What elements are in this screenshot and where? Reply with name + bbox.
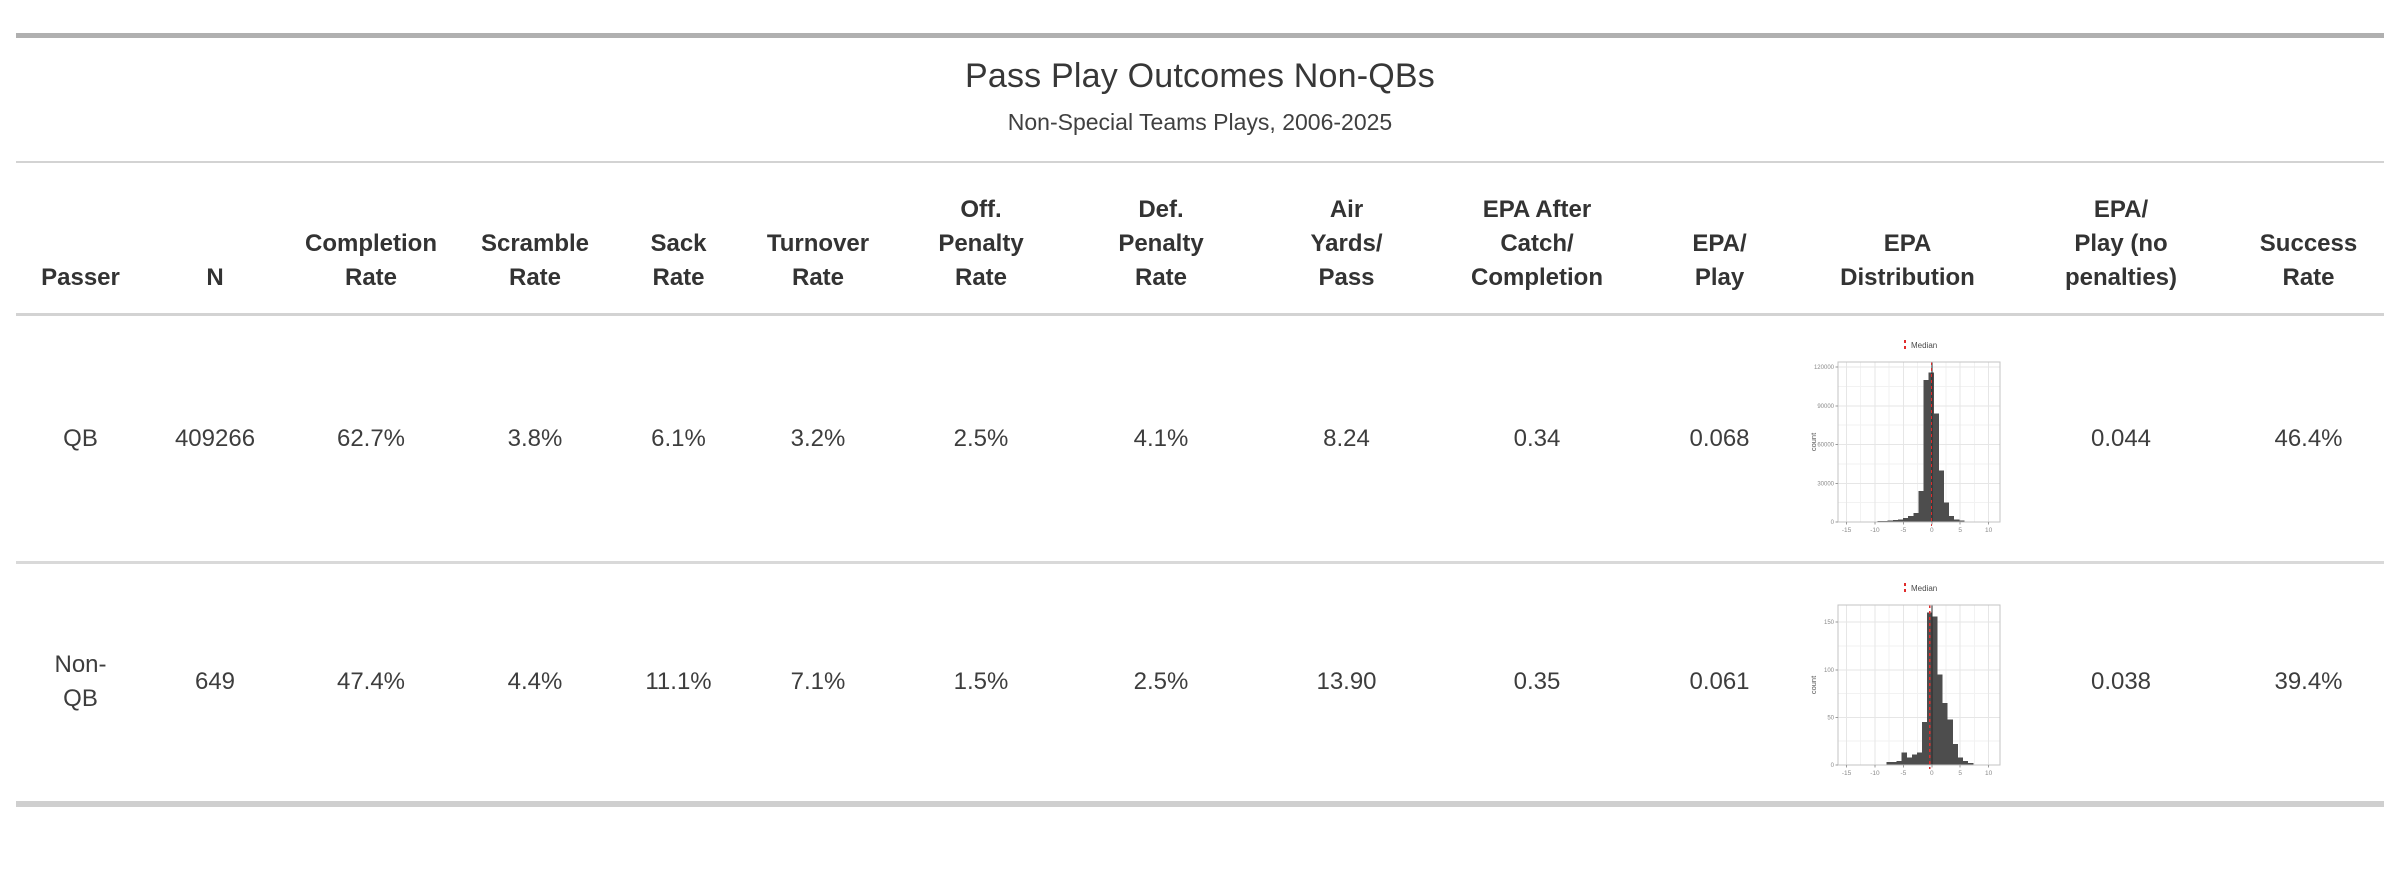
cell-qb-air-yards-per-pass: 8.24 — [1323, 424, 1370, 452]
cell-qb-epa-per-play-no-penalties: 0.044 — [2090, 424, 2152, 452]
cell-qb-epa-per-play: 0.068 — [1689, 424, 1750, 452]
cell-nonqb-completion-rate: 47.4% — [336, 668, 406, 696]
svg-text:0: 0 — [1831, 520, 1835, 526]
svg-text:-5: -5 — [1900, 527, 1906, 534]
svg-text:120000: 120000 — [1814, 365, 1835, 371]
svg-text:-10: -10 — [1870, 770, 1880, 777]
table-row-non-qb: Non- QB 649 47.4% 4.4% 11.1% 7.1% 1.5% 2… — [16, 562, 2384, 801]
cell-nonqb-scramble-rate: 4.4% — [507, 668, 563, 696]
svg-text:90000: 90000 — [1817, 403, 1834, 409]
outcomes-table: Passer N Completion Rate Scramble Rate S… — [16, 163, 2384, 801]
cell-nonqb-success-rate: 39.4% — [2274, 668, 2343, 696]
table-body: QB 409266 62.7% 3.8% 6.1% 3.2% 2.5% 4.1%… — [16, 315, 2384, 801]
column-header-turnover-rate: Turnover Rate — [766, 230, 870, 291]
svg-text:30000: 30000 — [1817, 481, 1834, 487]
svg-text:count: count — [1810, 675, 1818, 694]
cell-qb-turnover-rate: 3.2% — [790, 424, 846, 452]
column-header-off-penalty-rate: Off. Penalty Rate — [938, 196, 1024, 291]
epa-distribution-histogram-non-qb: -15 -10 -5 0 5 10 0 50 100 150 count Median — [1810, 579, 2005, 785]
epa-distribution-histogram-qb: -15 -10 -5 0 5 10 0 30000 60000 90000 120000 count M… — [1810, 336, 2005, 542]
header-row: Passer N Completion Rate Scramble Rate S… — [16, 163, 2384, 315]
column-header-epa-per-play: EPA/ Play — [1692, 230, 1747, 291]
cell-nonqb-off-penalty-rate: 1.5% — [953, 668, 1009, 696]
cell-qb-success-rate: 46.4% — [2274, 424, 2343, 452]
svg-text:5: 5 — [1958, 770, 1962, 777]
svg-text:10: 10 — [1985, 527, 1993, 534]
pass-play-outcomes-table: Pass Play Outcomes Non-QBs Non-Special T… — [16, 33, 2384, 807]
table-heading: Pass Play Outcomes Non-QBs Non-Special T… — [16, 38, 2384, 163]
cell-qb-sack-rate: 6.1% — [651, 424, 706, 452]
column-header-success-rate: Success Rate — [2259, 230, 2358, 291]
column-header-scramble-rate: Scramble Rate — [480, 230, 590, 291]
table-title: Pass Play Outcomes Non-QBs — [964, 57, 1436, 95]
cell-nonqb-passer: Non- QB — [54, 651, 107, 713]
cell-qb-off-penalty-rate: 2.5% — [953, 424, 1009, 452]
svg-text:-10: -10 — [1870, 527, 1880, 534]
svg-text:-15: -15 — [1842, 770, 1852, 777]
svg-text:50: 50 — [1827, 716, 1834, 722]
svg-text:Median: Median — [1911, 584, 1937, 593]
column-header-passer: Passer — [41, 264, 120, 291]
table-row-qb: QB 409266 62.7% 3.8% 6.1% 3.2% 2.5% 4.1%… — [16, 315, 2384, 563]
column-header-sack-rate: Sack Rate — [650, 230, 707, 291]
svg-text:count: count — [1810, 431, 1818, 450]
cell-nonqb-epa-per-play-no-penalties: 0.038 — [2090, 668, 2152, 696]
cell-nonqb-epa-distribution: -15 -10 -5 0 5 10 0 50 100 150 count Median — [1806, 563, 2009, 801]
cell-nonqb-sack-rate: 11.1% — [645, 668, 712, 696]
column-header-epa-after-catch: EPA After Catch/ Completion — [1471, 196, 1603, 291]
cell-qb-def-penalty-rate: 4.1% — [1133, 424, 1189, 452]
cell-qb-passer: QB — [63, 424, 98, 452]
svg-text:10: 10 — [1985, 770, 1993, 777]
cell-nonqb-air-yards-per-pass: 13.90 — [1316, 668, 1377, 696]
column-header-epa-per-play-no-penalties: EPA/ Play (no penalties) — [2064, 196, 2178, 291]
cell-qb-epa-after-catch: 0.34 — [1513, 424, 1561, 452]
table-head: Passer N Completion Rate Scramble Rate S… — [16, 163, 2384, 315]
cell-qb-epa-distribution: -15 -10 -5 0 5 10 0 30000 60000 90000 120000 count M… — [1806, 315, 2009, 563]
cell-qb-scramble-rate: 3.8% — [507, 424, 563, 452]
cell-nonqb-epa-per-play: 0.061 — [1689, 668, 1750, 696]
svg-text:60000: 60000 — [1817, 442, 1834, 448]
cell-nonqb-epa-after-catch: 0.35 — [1513, 668, 1561, 696]
cell-qb-n: 409266 — [174, 424, 256, 452]
column-header-epa-distribution: EPA Distribution — [1840, 230, 1975, 291]
cell-nonqb-turnover-rate: 7.1% — [790, 668, 846, 696]
svg-text:0: 0 — [1930, 527, 1934, 534]
column-header-def-penalty-rate: Def. Penalty Rate — [1118, 196, 1204, 291]
column-header-air-yards-per-pass: Air Yards/ Pass — [1310, 196, 1383, 291]
column-header-n: N — [206, 264, 224, 291]
cell-nonqb-def-penalty-rate: 2.5% — [1133, 668, 1189, 696]
svg-text:150: 150 — [1824, 620, 1835, 626]
cell-qb-completion-rate: 62.7% — [336, 424, 406, 452]
svg-text:Median: Median — [1911, 341, 1937, 350]
svg-text:-5: -5 — [1900, 770, 1906, 777]
cell-nonqb-n: 649 — [194, 668, 236, 696]
column-header-completion-rate: Completion Rate — [305, 230, 437, 291]
table-subtitle: Non-Special Teams Plays, 2006-2025 — [1007, 109, 1393, 135]
svg-text:0: 0 — [1930, 770, 1934, 777]
svg-text:0: 0 — [1831, 763, 1835, 769]
svg-text:-15: -15 — [1842, 527, 1852, 534]
svg-text:100: 100 — [1824, 668, 1835, 674]
svg-text:5: 5 — [1958, 527, 1962, 534]
